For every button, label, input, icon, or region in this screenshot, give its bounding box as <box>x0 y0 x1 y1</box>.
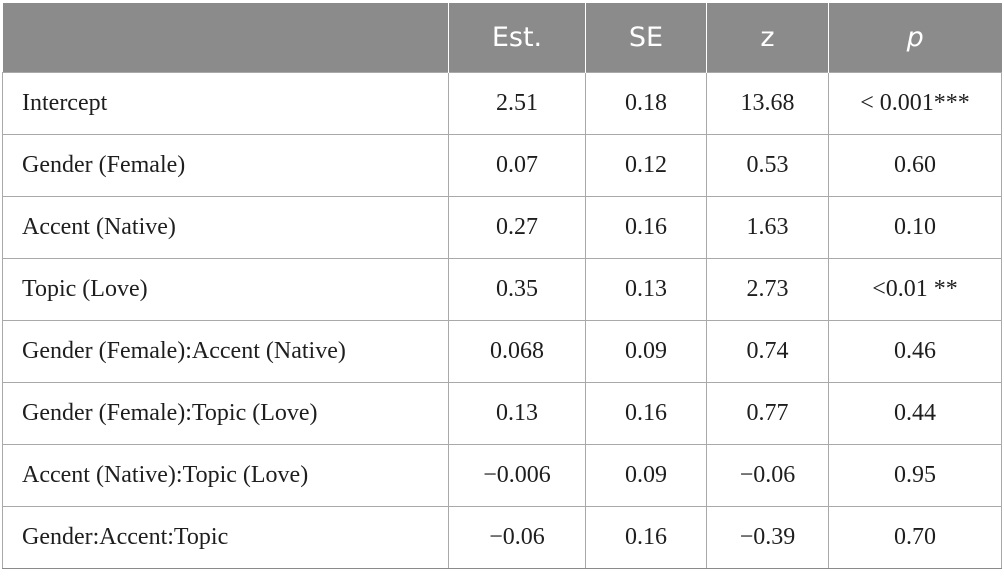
header-term <box>2 3 449 73</box>
table-row: Gender (Female):Topic (Love) 0.13 0.16 0… <box>2 382 1002 445</box>
estimate-cell: −0.006 <box>448 444 586 507</box>
p-cell: 0.44 <box>828 382 1002 445</box>
se-cell: 0.18 <box>585 72 707 135</box>
z-cell: 13.68 <box>706 72 829 135</box>
table-row: Gender (Female):Accent (Native) 0.068 0.… <box>2 320 1002 383</box>
se-cell: 0.16 <box>585 506 707 569</box>
p-cell: 0.95 <box>828 444 1002 507</box>
z-cell: 0.77 <box>706 382 829 445</box>
estimate-cell: 0.068 <box>448 320 586 383</box>
table-body: Intercept 2.51 0.18 13.68 < 0.001*** Gen… <box>2 72 1002 569</box>
table-row: Topic (Love) 0.35 0.13 2.73 <0.01 ** <box>2 258 1002 321</box>
se-cell: 0.16 <box>585 196 707 259</box>
estimate-cell: 2.51 <box>448 72 586 135</box>
table-row: Accent (Native) 0.27 0.16 1.63 0.10 <box>2 196 1002 259</box>
estimate-cell: 0.35 <box>448 258 586 321</box>
p-cell: < 0.001*** <box>828 72 1002 135</box>
term-cell: Gender (Female):Accent (Native) <box>2 320 449 383</box>
term-cell: Gender (Female):Topic (Love) <box>2 382 449 445</box>
estimate-cell: 0.13 <box>448 382 586 445</box>
estimate-cell: −0.06 <box>448 506 586 569</box>
term-cell: Accent (Native) <box>2 196 449 259</box>
header-estimate: Est. <box>448 3 586 73</box>
term-cell: Gender (Female) <box>2 134 449 197</box>
term-cell: Intercept <box>2 72 449 135</box>
p-cell: 0.10 <box>828 196 1002 259</box>
table-row: Accent (Native):Topic (Love) −0.006 0.09… <box>2 444 1002 507</box>
table-row: Gender (Female) 0.07 0.12 0.53 0.60 <box>2 134 1002 197</box>
header-row: Est. SE z p <box>2 3 1002 73</box>
p-cell: 0.46 <box>828 320 1002 383</box>
se-cell: 0.13 <box>585 258 707 321</box>
z-cell: 1.63 <box>706 196 829 259</box>
p-cell: <0.01 ** <box>828 258 1002 321</box>
se-cell: 0.12 <box>585 134 707 197</box>
p-cell: 0.70 <box>828 506 1002 569</box>
z-cell: −0.06 <box>706 444 829 507</box>
estimate-cell: 0.27 <box>448 196 586 259</box>
p-cell: 0.60 <box>828 134 1002 197</box>
z-cell: 0.53 <box>706 134 829 197</box>
table-row: Intercept 2.51 0.18 13.68 < 0.001*** <box>2 72 1002 135</box>
term-cell: Accent (Native):Topic (Love) <box>2 444 449 507</box>
header-p: p <box>828 3 1002 73</box>
term-cell: Topic (Love) <box>2 258 449 321</box>
z-cell: 0.74 <box>706 320 829 383</box>
se-cell: 0.09 <box>585 320 707 383</box>
se-cell: 0.09 <box>585 444 707 507</box>
table-header: Est. SE z p <box>2 3 1002 73</box>
estimate-cell: 0.07 <box>448 134 586 197</box>
regression-table: Est. SE z p Intercept 2.51 0.18 13.68 < … <box>2 3 1002 569</box>
table-row: Gender:Accent:Topic −0.06 0.16 −0.39 0.7… <box>2 506 1002 569</box>
z-cell: −0.39 <box>706 506 829 569</box>
z-cell: 2.73 <box>706 258 829 321</box>
header-z: z <box>706 3 829 73</box>
term-cell: Gender:Accent:Topic <box>2 506 449 569</box>
se-cell: 0.16 <box>585 382 707 445</box>
header-se: SE <box>585 3 707 73</box>
